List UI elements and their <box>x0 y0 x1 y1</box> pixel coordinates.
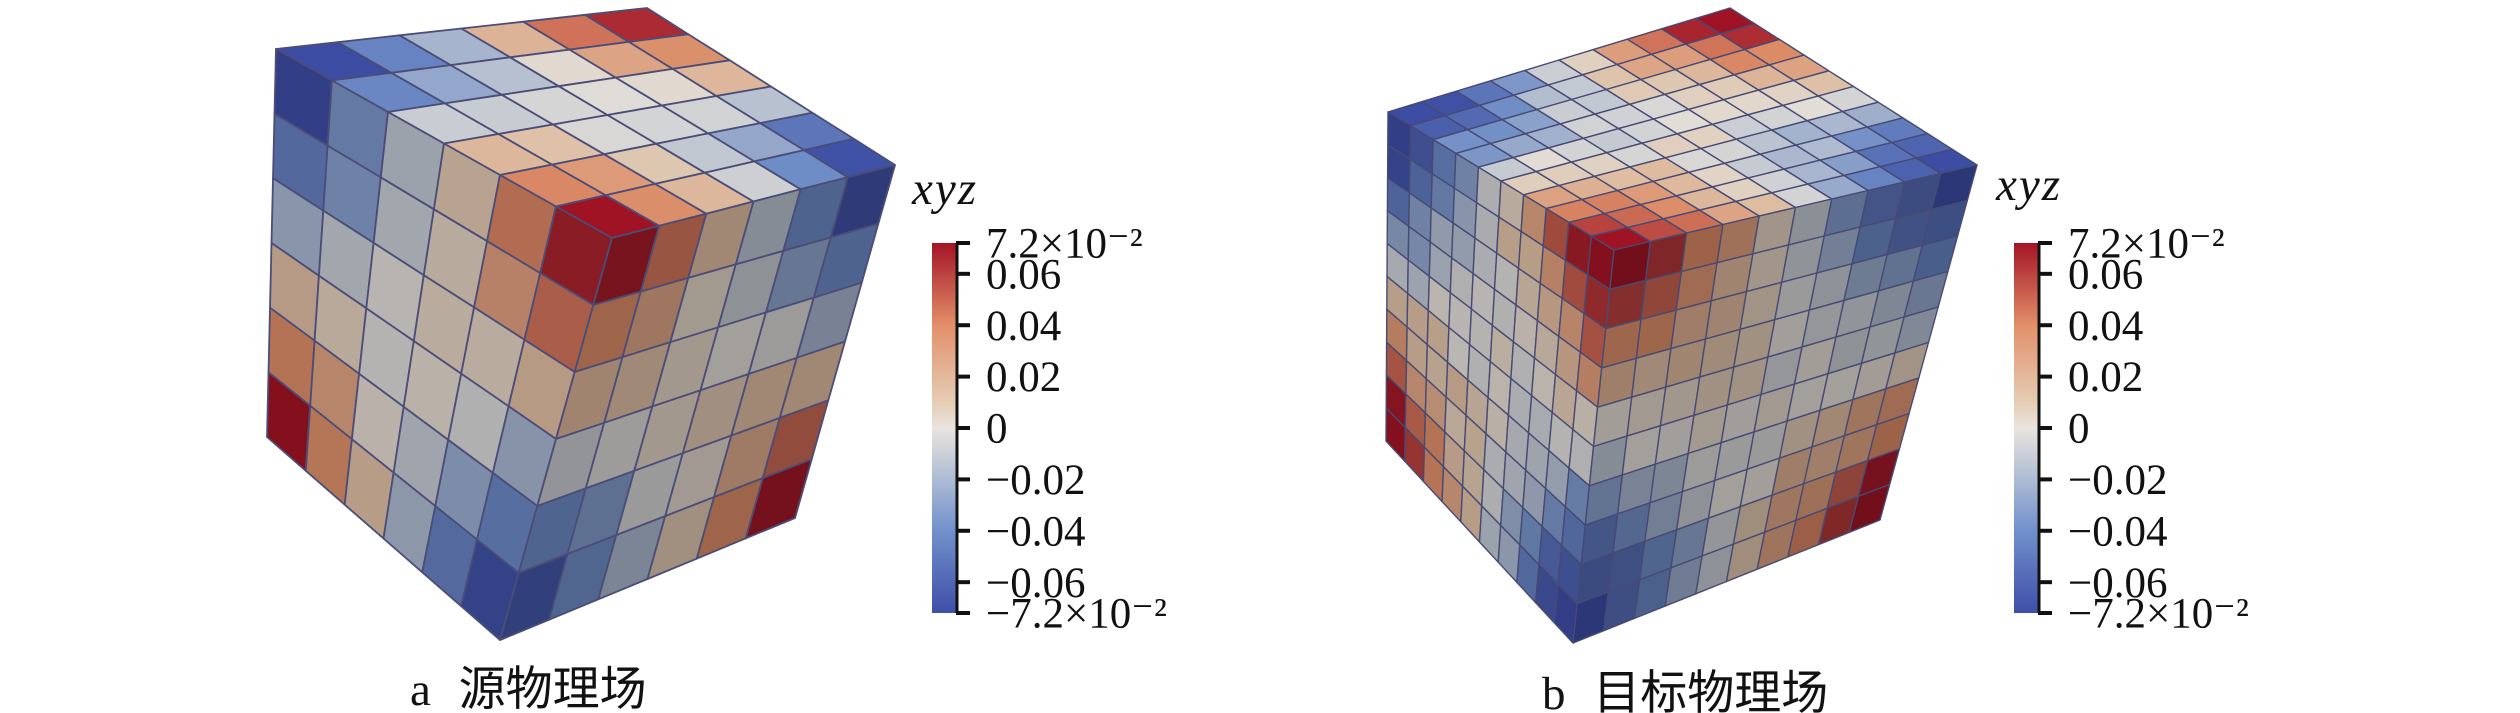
cube-face-left <box>1385 111 1615 644</box>
colorbar-tick-label: 7.2×10⁻² <box>2068 221 2225 268</box>
colorbar-tick-label: −7.2×10⁻² <box>986 591 1167 638</box>
colorbar-title-a: xyz <box>912 163 979 215</box>
colorbar-tick-label: 0.04 <box>2068 303 2143 350</box>
colorbar-tick-label: 0.06 <box>2068 251 2143 298</box>
colorbar-tick-label: 0.04 <box>986 303 1061 350</box>
colorbar-tick-label: −7.2×10⁻² <box>2068 591 2249 638</box>
colorbar-gradient <box>2014 243 2038 613</box>
cube-face-left <box>266 48 613 641</box>
colorbar-tick-label: 0 <box>2068 406 2090 453</box>
colorbar-tick-label: 0.02 <box>986 354 1061 401</box>
colorbar-tick-label: 0.06 <box>986 251 1061 298</box>
mesh-cell <box>1848 483 1891 533</box>
colorbar-tick-label: −0.02 <box>986 457 1086 504</box>
cube-face-top <box>1387 7 1978 251</box>
colorbar-title-b: xyz <box>1996 159 2063 211</box>
cube-face-top <box>275 7 896 239</box>
caption-source-field: a 源物理场 <box>410 664 647 713</box>
cube-visualization-a <box>266 7 896 641</box>
cube-face-right <box>499 164 896 641</box>
cube-visualization-b <box>1385 7 1978 644</box>
colorbar-tick-label: −0.02 <box>2068 457 2168 504</box>
colorbar-tick-label: −0.04 <box>986 508 1086 555</box>
colorbar-tick-label: 0 <box>986 406 1008 453</box>
colorbar-tick-label: −0.04 <box>2068 508 2168 555</box>
colorbar-tick-label: 7.2×10⁻² <box>986 221 1143 268</box>
colorbar-tick-label: −0.06 <box>986 560 1086 607</box>
colorbar-a: 7.2×10⁻²0.06 0.040.02 0−0.02−0.04 −0.06−7.2… <box>932 221 1167 638</box>
cube-face-right <box>1572 164 1978 644</box>
colorbar-gradient <box>932 243 956 613</box>
colorbar-tick-label: 0.02 <box>2068 354 2143 401</box>
colorbar-tick-label: −0.06 <box>2068 560 2168 607</box>
mesh-cell <box>744 458 813 540</box>
colorbar-b: 7.2×10⁻²0.06 0.040.02 0−0.02−0.04 −0.06−7.2… <box>2014 221 2249 638</box>
caption-target-field: b 目标物理场 <box>1542 668 1829 713</box>
